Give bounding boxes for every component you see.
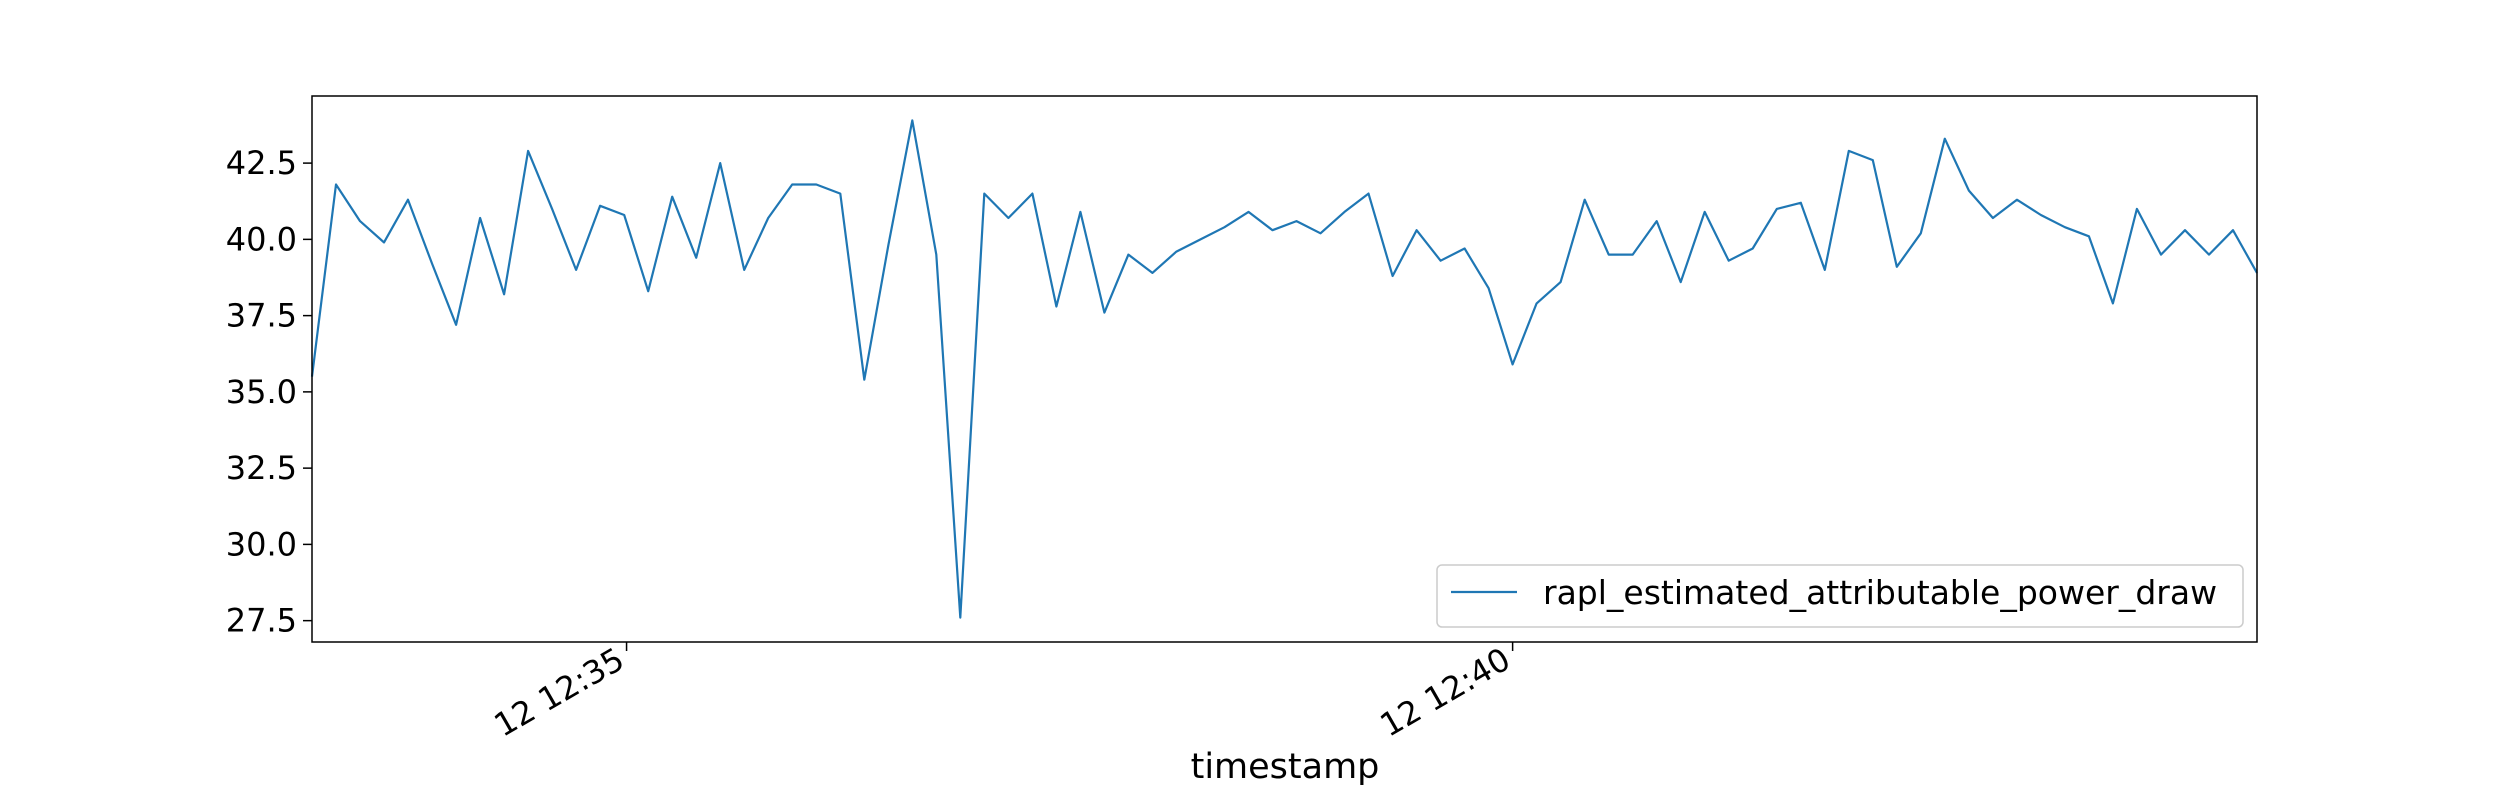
series-layer — [310, 119, 2258, 619]
y-tick-label: 35.0 — [226, 373, 297, 411]
x-axis-label: timestamp — [1191, 747, 1380, 787]
legend-entry-label: rapl_estimated_attributable_power_draw — [1543, 573, 2217, 612]
y-tick-label: 32.5 — [226, 449, 297, 487]
x-axis: 12 12:35 12 12:40 — [488, 640, 1517, 744]
plot-background — [312, 96, 2257, 642]
series-line-0 — [310, 119, 2258, 619]
legend: rapl_estimated_attributable_power_draw — [1436, 564, 2244, 628]
y-tick-label: 37.5 — [226, 297, 297, 335]
y-tick-label: 42.5 — [226, 144, 297, 182]
x-tick-label: 12 12:40 — [1374, 640, 1517, 744]
legend-frame — [1436, 564, 2244, 628]
y-axis: 27.5 30.0 32.5 35.0 37.5 40.0 42.5 — [226, 144, 312, 640]
y-tick-label: 40.0 — [226, 220, 297, 258]
x-tick-label: 12 12:35 — [488, 640, 631, 744]
plot-frame — [311, 95, 2258, 643]
y-tick-label: 27.5 — [226, 602, 297, 640]
y-tick-label: 30.0 — [226, 525, 297, 563]
